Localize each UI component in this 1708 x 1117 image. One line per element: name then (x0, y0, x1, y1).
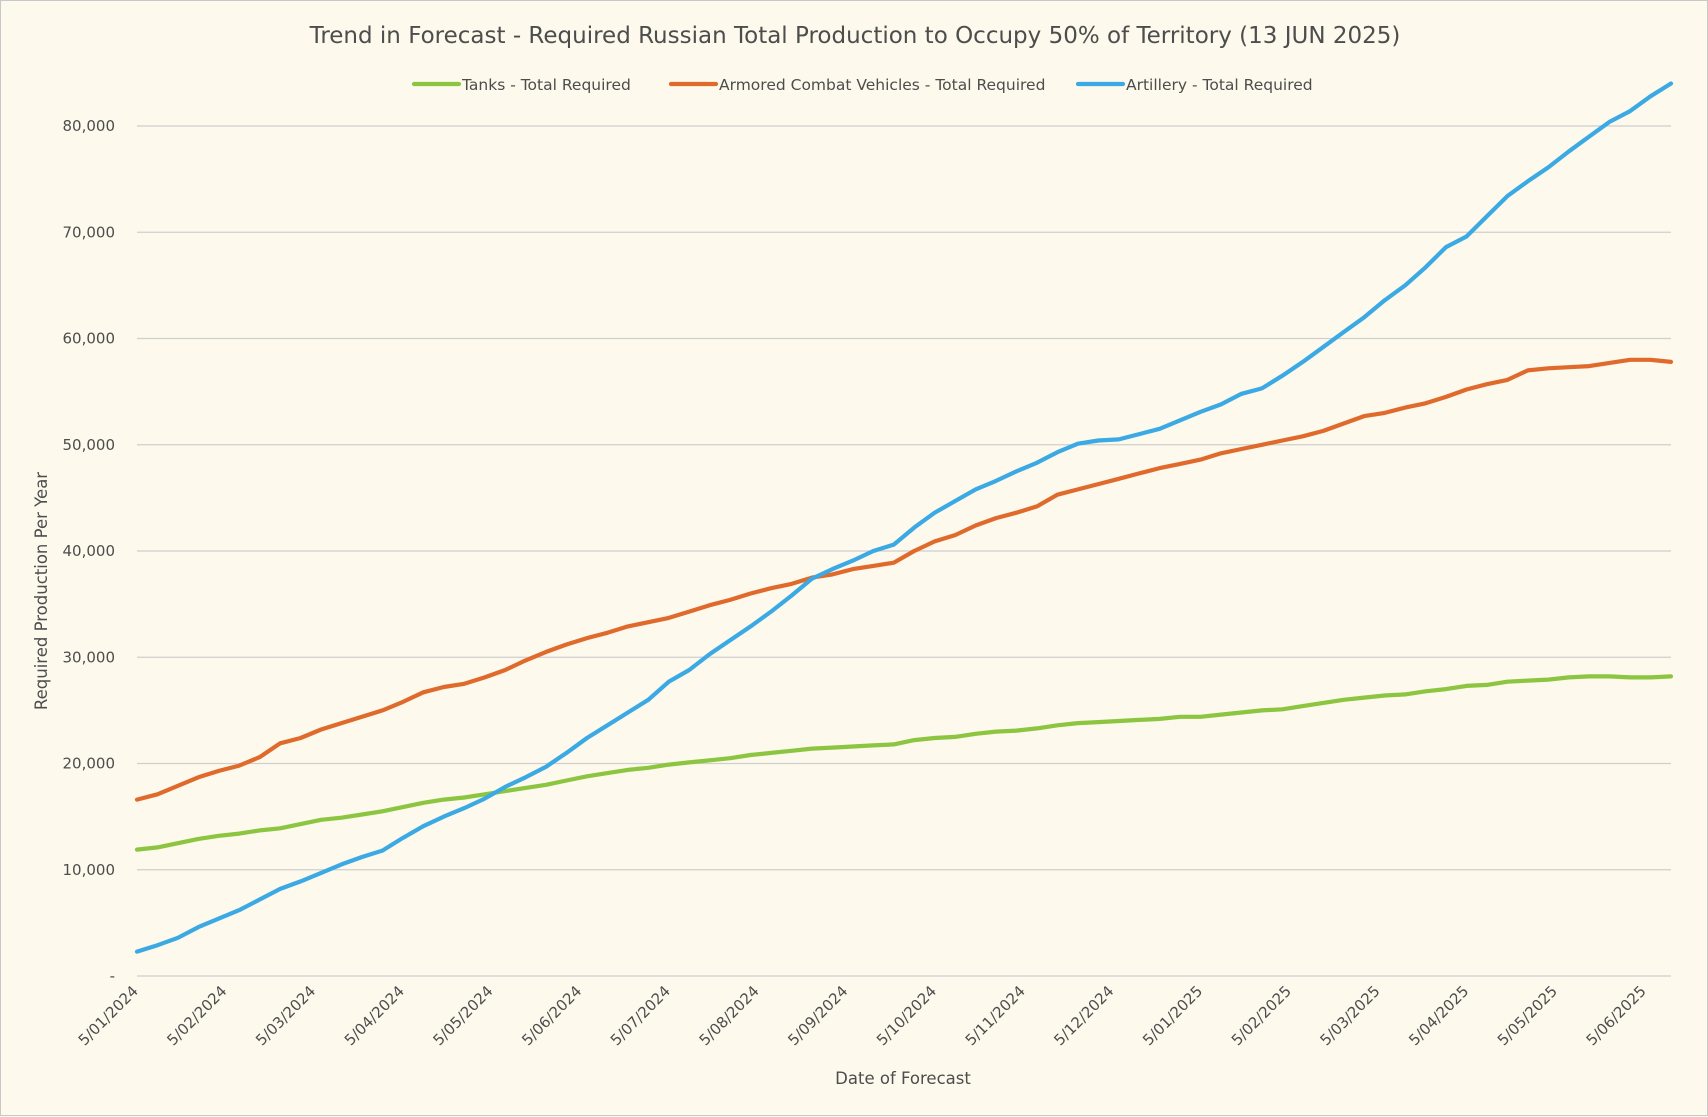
gridlines (137, 125, 1671, 977)
chart-title: Trend in Forecast - Required Russian Tot… (309, 23, 1401, 49)
x-tick-label: 5/10/2024 (873, 982, 940, 1049)
y-tick-label: 70,000 (63, 223, 116, 241)
series-line-2 (134, 357, 1674, 802)
x-tick-label: 5/12/2024 (1050, 982, 1117, 1049)
series-layer (134, 81, 1674, 954)
series-line-1 (134, 674, 1674, 852)
x-axis-title: Date of Forecast (835, 1069, 971, 1088)
x-tick-label: 5/03/2025 (1317, 982, 1384, 1049)
x-tick-label: 5/06/2025 (1583, 982, 1650, 1049)
x-tick-label: 5/06/2024 (518, 982, 585, 1049)
legend-label: Armored Combat Vehicles - Total Required (719, 76, 1045, 94)
legend-label: Tanks - Total Required (461, 76, 631, 94)
y-tick-label: 40,000 (63, 542, 116, 560)
x-tick-label: 5/01/2025 (1139, 982, 1206, 1049)
x-tick-label: 5/09/2024 (784, 982, 851, 1049)
y-tick-label: 50,000 (63, 436, 116, 454)
x-axis-ticks: 5/01/2024 5/02/2024 5/03/2024 5/04/2024 5/05… (75, 982, 1650, 1049)
x-tick-label: 5/05/2024 (430, 982, 497, 1049)
y-axis-ticks: - 10,000 20,000 30,000 40,000 50,000 60,000 70,… (63, 117, 116, 985)
y-tick-label: - (110, 967, 115, 985)
y-tick-label: 20,000 (63, 755, 116, 773)
y-tick-label: 30,000 (63, 648, 116, 666)
y-tick-label: 80,000 (63, 117, 116, 135)
x-tick-label: 5/05/2025 (1494, 982, 1561, 1049)
y-axis-title: Required Production Per Year (32, 472, 51, 710)
legend: Tanks - Total Required Armored Combat Veh… (411, 76, 1313, 94)
x-tick-label: 5/04/2024 (341, 982, 408, 1049)
legend-label: Artillery - Total Required (1126, 76, 1313, 94)
x-tick-label: 5/02/2025 (1228, 982, 1295, 1049)
x-tick-label: 5/02/2024 (163, 982, 230, 1049)
y-tick-label: 10,000 (63, 861, 116, 879)
x-tick-label: 5/04/2025 (1405, 982, 1472, 1049)
x-tick-label: 5/03/2024 (252, 982, 319, 1049)
x-tick-label: 5/07/2024 (607, 982, 674, 1049)
x-tick-label: 5/08/2024 (696, 982, 763, 1049)
y-tick-label: 60,000 (63, 330, 116, 348)
series-line-3 (134, 81, 1674, 954)
x-tick-label: 5/11/2024 (962, 982, 1029, 1049)
x-tick-label: 5/01/2024 (75, 982, 142, 1049)
